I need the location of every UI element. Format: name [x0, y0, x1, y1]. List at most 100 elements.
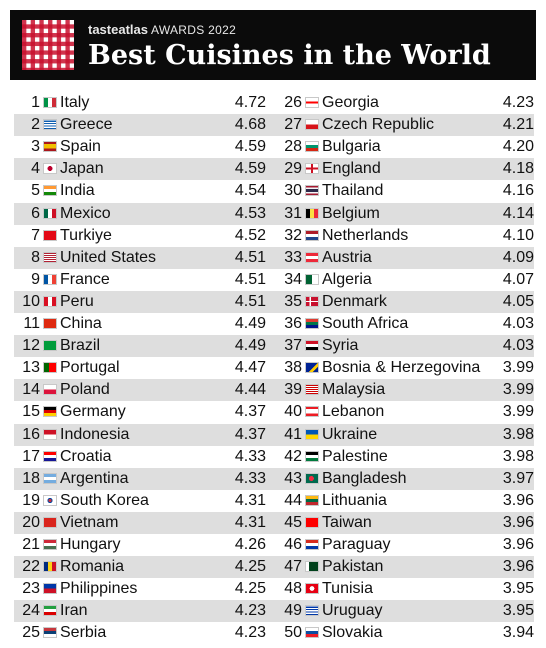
- table-row: 11 China 4.49 36 South Africa 4.03: [14, 313, 534, 335]
- rank-number: 27: [284, 116, 302, 134]
- rank-number: 40: [284, 403, 302, 421]
- ranking-entry: 12 Brazil 4.49: [14, 335, 266, 357]
- cuisine-score: 4.26: [234, 536, 266, 553]
- ranking-entry: 44 Lithuania 3.96: [276, 490, 534, 512]
- table-row: 24 Iran 4.23 49 Uruguay 3.95: [14, 600, 534, 623]
- ranking-entry: 31 Belgium 4.14: [276, 203, 534, 225]
- brand-name: tasteatlas: [88, 22, 148, 37]
- cuisine-score: 4.47: [234, 359, 266, 377]
- country-name: Peru: [60, 292, 94, 310]
- table-row: 23 Philippines 4.25 48 Tunisia 3.95: [14, 578, 534, 600]
- table-row: 12 Brazil 4.49 37 Syria 4.03: [14, 335, 534, 358]
- ranking-entry: 43 Bangladesh 3.97: [276, 468, 534, 490]
- country-name: Tunisia: [322, 580, 373, 598]
- ranking-entry: 24 Iran 4.23: [14, 600, 266, 622]
- country-name: Germany: [60, 403, 126, 421]
- ranking-entry: 33 Austria 4.09: [276, 247, 534, 269]
- cuisine-score: 3.98: [502, 447, 534, 465]
- rank-number: 15: [22, 403, 40, 421]
- brand-tag: AWARDS 2022: [150, 23, 237, 37]
- country-flag-icon: [43, 340, 57, 352]
- ranking-entry: 7 Turkiye 4.52: [14, 225, 266, 247]
- country-flag-icon: [43, 472, 57, 484]
- cuisine-score: 4.03: [502, 337, 534, 355]
- rank-number: 7: [31, 226, 40, 244]
- country-name: Portugal: [60, 359, 120, 377]
- country-flag-icon: [305, 295, 319, 307]
- cuisine-score: 4.33: [234, 447, 266, 465]
- country-flag-icon: [43, 450, 57, 462]
- rank-number: 5: [31, 182, 40, 200]
- country-flag-icon: [43, 627, 57, 639]
- country-name: India: [60, 182, 95, 200]
- rank-number: 41: [284, 425, 302, 443]
- cuisine-score: 4.72: [234, 94, 266, 111]
- cuisine-score: 3.99: [502, 359, 534, 377]
- rank-number: 39: [284, 381, 302, 399]
- table-row: 1 Italy 4.72 26 Georgia 4.23: [14, 92, 534, 114]
- ranking-entry: 26 Georgia 4.23: [276, 92, 534, 114]
- country-name: Vietnam: [60, 513, 119, 531]
- ranking-entry: 25 Serbia 4.23: [14, 622, 266, 644]
- country-name: Syria: [322, 337, 359, 355]
- country-name: Hungary: [60, 536, 121, 553]
- rank-number: 42: [284, 447, 302, 465]
- rank-number: 17: [22, 447, 40, 465]
- country-flag-icon: [305, 207, 319, 219]
- country-name: Japan: [60, 160, 104, 178]
- country-flag-icon: [305, 119, 319, 131]
- cuisine-score: 4.59: [234, 138, 266, 156]
- cuisine-score: 3.99: [502, 381, 534, 399]
- rank-number: 14: [22, 381, 40, 399]
- ranking-entry: 30 Thailand 4.16: [276, 180, 534, 202]
- ranking-entry: 6 Mexico 4.53: [14, 203, 266, 225]
- cuisine-score: 3.96: [502, 536, 534, 553]
- rank-number: 19: [22, 491, 40, 509]
- rank-number: 47: [284, 558, 302, 576]
- table-row: 9 France 4.51 34 Algeria 4.07: [14, 269, 534, 291]
- rank-number: 44: [284, 491, 302, 509]
- ranking-entry: 3 Spain 4.59: [14, 136, 266, 158]
- country-name: Iran: [60, 602, 88, 620]
- cuisine-score: 4.44: [234, 381, 266, 399]
- table-row: 7 Turkiye 4.52 32 Netherlands 4.10: [14, 225, 534, 247]
- country-name: Lithuania: [322, 491, 387, 509]
- ranking-entry: 36 South Africa 4.03: [276, 313, 534, 335]
- cuisine-score: 4.52: [234, 226, 266, 244]
- rank-number: 9: [31, 270, 40, 288]
- ranking-entry: 22 Romania 4.25: [14, 556, 266, 578]
- cuisine-score: 3.98: [502, 425, 534, 443]
- rank-number: 28: [284, 138, 302, 156]
- country-name: Romania: [60, 558, 125, 576]
- country-flag-icon: [43, 97, 57, 108]
- country-flag-icon: [43, 185, 57, 197]
- ranking-entry: 38 Bosnia & Herzegovina 3.99: [276, 357, 534, 379]
- cuisine-score: 4.33: [234, 469, 266, 487]
- country-flag-icon: [305, 318, 319, 329]
- country-name: Netherlands: [322, 226, 409, 244]
- cuisine-score: 3.96: [502, 491, 534, 509]
- country-name: Georgia: [322, 94, 379, 111]
- country-flag-icon: [305, 185, 319, 197]
- rank-number: 8: [31, 248, 40, 266]
- country-name: Croatia: [60, 447, 112, 465]
- table-row: 16 Indonesia 4.37 41 Ukraine 3.98: [14, 423, 534, 446]
- country-name: Paraguay: [322, 536, 391, 553]
- checkered-tablecloth-logo-icon: [22, 20, 74, 70]
- table-row: 14 Poland 4.44 39 Malaysia 3.99: [14, 379, 534, 402]
- country-flag-icon: [305, 494, 319, 506]
- ranking-entry: 10 Peru 4.51: [14, 291, 266, 313]
- country-name: Poland: [60, 381, 110, 399]
- country-flag-icon: [43, 318, 57, 329]
- ranking-entry: 49 Uruguay 3.95: [276, 600, 534, 622]
- cuisine-score: 4.03: [502, 315, 534, 332]
- country-flag-icon: [43, 494, 57, 506]
- country-name: Brazil: [60, 337, 101, 355]
- cuisine-score: 4.16: [502, 182, 534, 200]
- ranking-entry: 45 Taiwan 3.96: [276, 512, 534, 534]
- country-flag-icon: [305, 516, 319, 528]
- country-flag-icon: [43, 229, 57, 241]
- country-name: Mexico: [60, 204, 111, 222]
- country-name: Pakistan: [322, 558, 384, 576]
- rank-number: 33: [284, 248, 302, 266]
